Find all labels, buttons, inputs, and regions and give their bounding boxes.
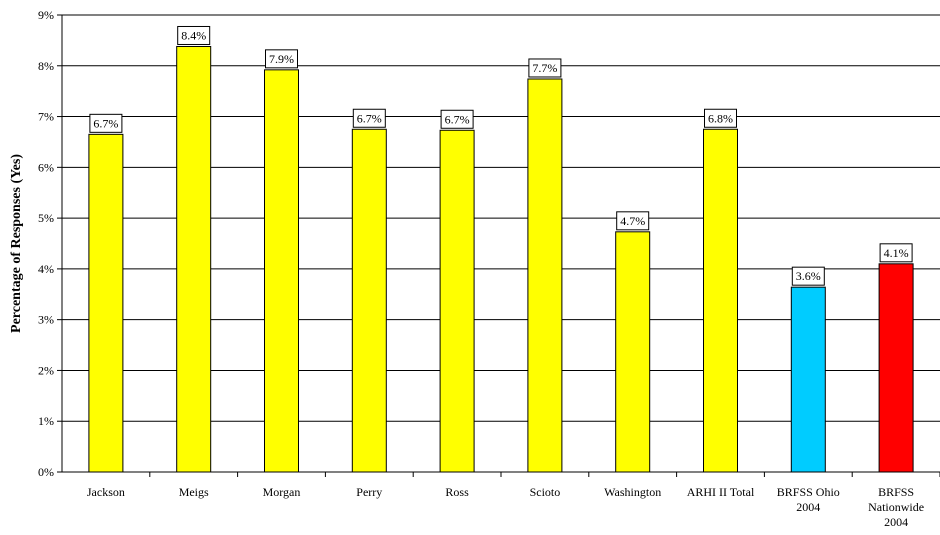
y-tick-label: 3% bbox=[38, 313, 54, 327]
y-tick-label: 8% bbox=[38, 59, 54, 73]
bar bbox=[527, 78, 563, 473]
x-tick-label: Washington bbox=[604, 485, 661, 499]
y-tick-label: 1% bbox=[38, 414, 54, 428]
axes: 0% 1% 2% 3% 4% 5% 6% 7% 8% 9% Jackson Meigs Morgan Pe… bbox=[38, 8, 940, 529]
bar bbox=[439, 129, 475, 473]
y-tick-label: 4% bbox=[38, 262, 54, 276]
x-tick-label: Ross bbox=[445, 485, 469, 499]
y-tick-label: 7% bbox=[38, 110, 54, 124]
y-tick-label: 5% bbox=[38, 211, 54, 225]
y-tick-label: 0% bbox=[38, 465, 54, 479]
bar bbox=[615, 231, 651, 473]
bar bbox=[878, 263, 914, 473]
data-label-box bbox=[352, 108, 386, 128]
data-label: 7.9% bbox=[269, 52, 294, 66]
data-label-box bbox=[879, 243, 913, 263]
x-tick-label: ARHI II Total bbox=[687, 485, 755, 499]
y-axis-title: Percentage of Responses (Yes) bbox=[9, 154, 24, 333]
y-tick-label: 9% bbox=[38, 8, 54, 22]
bar bbox=[264, 69, 299, 473]
data-label-box bbox=[528, 58, 562, 78]
bar bbox=[703, 128, 738, 473]
data-label-box bbox=[616, 211, 650, 231]
data-labels: 6.7% 8.4% 7.9% 6.7% 6.7% 7.7% 4.7% 6.8% 3.6% 4.1% bbox=[89, 25, 913, 286]
bar bbox=[790, 286, 826, 473]
data-label: 4.1% bbox=[884, 246, 909, 260]
data-label: 4.7% bbox=[620, 214, 645, 228]
x-tick-label: BRFSS Ohio 2004 bbox=[777, 485, 840, 514]
bar bbox=[351, 128, 387, 473]
x-tick-label: Morgan bbox=[263, 485, 301, 499]
bar bbox=[176, 45, 212, 473]
x-tick-label: Perry bbox=[356, 485, 382, 499]
x-tick-label: Scioto bbox=[530, 485, 561, 499]
data-label: 6.7% bbox=[93, 116, 118, 130]
y-tick-label: 2% bbox=[38, 363, 54, 377]
data-label-box bbox=[791, 266, 825, 286]
x-tick-label: BRFSS Nationwide 2004 bbox=[868, 485, 924, 529]
bar bbox=[88, 133, 124, 473]
data-label: 6.7% bbox=[357, 111, 382, 125]
data-label-box bbox=[704, 108, 737, 128]
data-label: 8.4% bbox=[181, 28, 206, 42]
data-label-box bbox=[177, 25, 211, 45]
x-tick-label: Jackson bbox=[87, 485, 125, 499]
x-tick-label: Meigs bbox=[179, 485, 209, 499]
bars bbox=[88, 45, 914, 473]
data-label-box bbox=[440, 109, 474, 129]
data-label: 6.7% bbox=[445, 112, 470, 126]
data-label: 6.8% bbox=[708, 111, 733, 125]
y-tick-label: 6% bbox=[38, 160, 54, 174]
data-label: 7.7% bbox=[532, 61, 557, 75]
data-label: 3.6% bbox=[796, 269, 821, 283]
data-label-box bbox=[89, 113, 123, 133]
data-label-box bbox=[265, 49, 298, 69]
